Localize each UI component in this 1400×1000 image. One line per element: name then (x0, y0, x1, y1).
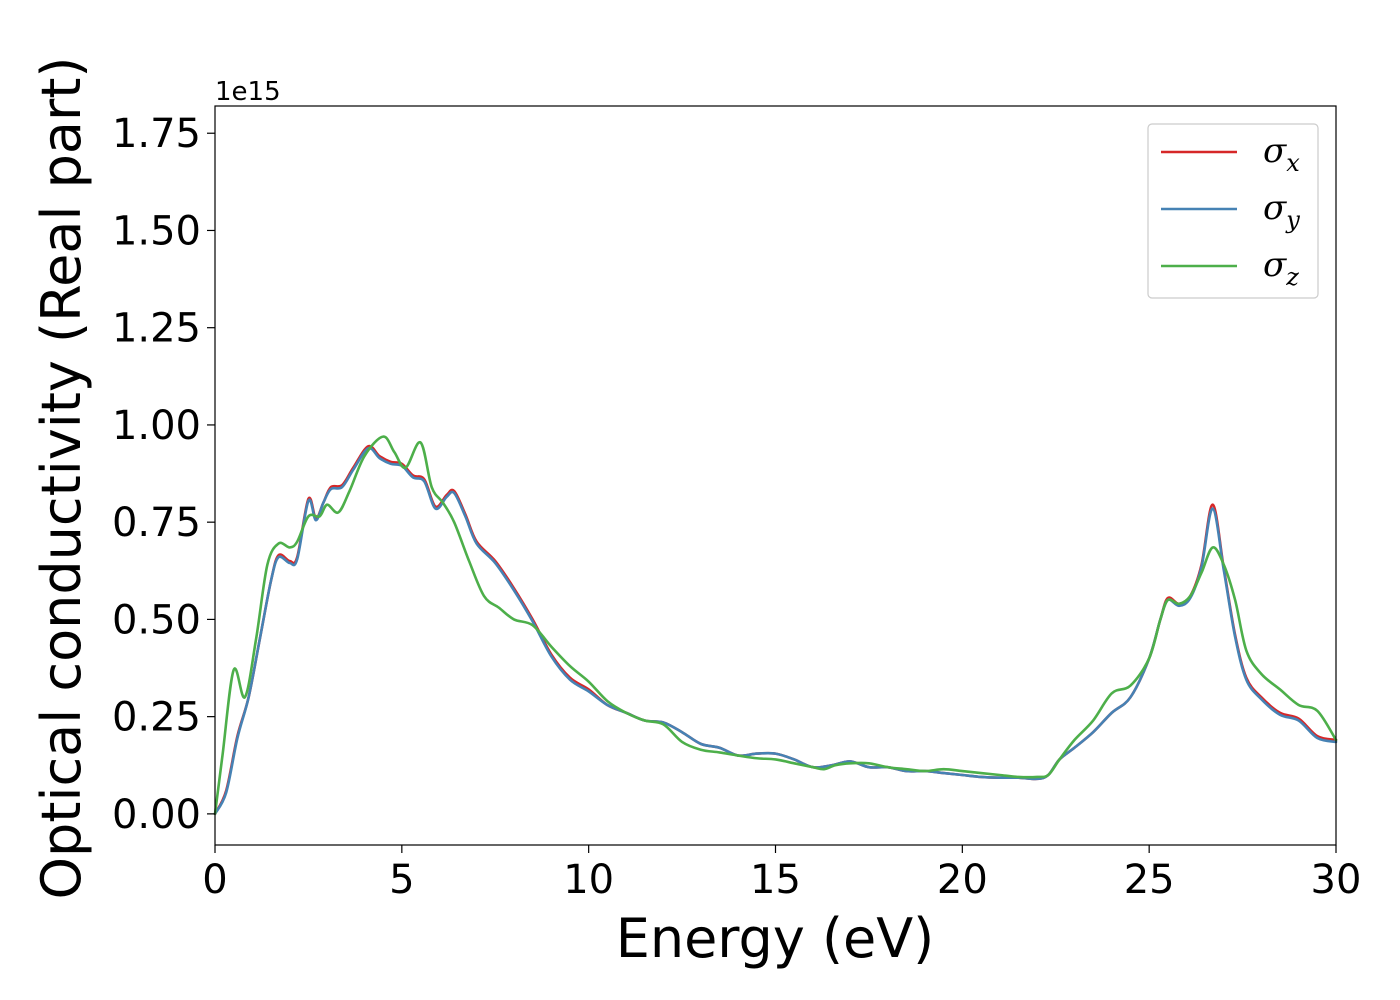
y-tick-label: 0.00 (112, 792, 201, 838)
x-tick-label: 0 (202, 857, 227, 903)
y-tick-label: 1.50 (112, 208, 201, 254)
x-tick-label: 5 (389, 857, 414, 903)
y-tick-label: 0.25 (112, 695, 201, 741)
x-tick-label: 15 (750, 857, 801, 903)
x-tick-label: 10 (563, 857, 614, 903)
series-line-z (213, 435, 1338, 816)
legend-label-x: σx (1263, 131, 1300, 177)
y-tick-label: 0.50 (112, 597, 201, 643)
legend-label-y: σy (1263, 188, 1300, 234)
y-axis-title: Optical conductivity (Real part) (30, 57, 93, 900)
x-tick-label: 30 (1311, 857, 1362, 903)
y-tick-label: 0.75 (112, 500, 201, 546)
legend-symbol: σ (1263, 188, 1287, 228)
legend-box (1147, 123, 1319, 299)
legend-label-z: σz (1263, 245, 1299, 291)
x-tick-label: 25 (1124, 857, 1175, 903)
legend-symbol: σ (1263, 131, 1287, 171)
x-axis-title: Energy (eV) (616, 907, 935, 970)
series-lines (213, 435, 1338, 816)
legend-subscript: x (1286, 149, 1300, 177)
legend-subscript: z (1285, 263, 1299, 291)
x-axis-ticks: 0 5 10 15 20 25 30 (202, 845, 1361, 903)
y-tick-label: 1.25 (112, 306, 201, 352)
y-tick-label: 1.75 (112, 111, 201, 157)
y-axis-ticks: 0.00 0.25 0.50 0.75 1.00 1.25 1.50 1.75 (112, 111, 215, 838)
y-tick-label: 1.00 (112, 403, 201, 449)
legend-symbol: σ (1263, 245, 1287, 285)
legend-subscript: y (1285, 206, 1300, 234)
x-tick-label: 20 (937, 857, 988, 903)
y-offset-label: 1e15 (215, 77, 281, 107)
